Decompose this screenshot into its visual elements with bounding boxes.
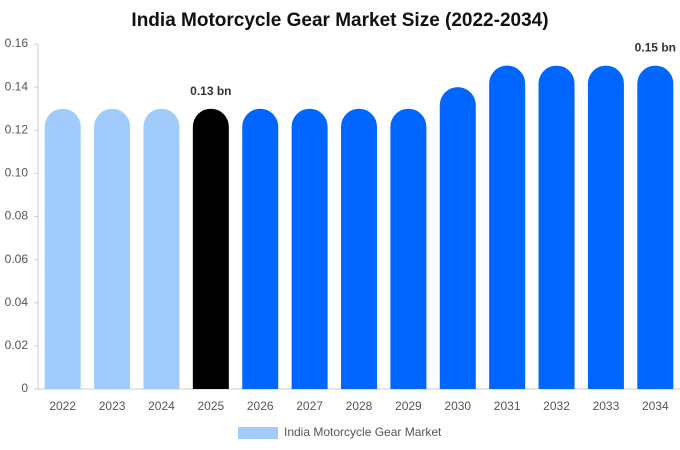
x-tick-label: 2028 [346, 399, 373, 413]
bar [390, 108, 427, 389]
bar [439, 87, 476, 389]
bar [44, 108, 81, 389]
x-tick-label: 2022 [49, 399, 76, 413]
y-tick-label: 0.06 [5, 252, 29, 266]
bar [143, 108, 180, 389]
x-tick-label: 2034 [642, 399, 669, 413]
x-tick-label: 2026 [247, 399, 274, 413]
y-tick-label: 0.16 [5, 36, 29, 50]
y-tick-label: 0.02 [5, 338, 29, 352]
x-tick-label: 2030 [444, 399, 471, 413]
y-tick-label: 0.12 [5, 122, 29, 136]
bar [587, 65, 624, 389]
legend-label: India Motorcycle Gear Market [284, 425, 442, 439]
bar [489, 65, 526, 390]
x-tick-label: 2027 [296, 399, 323, 413]
y-tick-label: 0.04 [5, 295, 29, 309]
x-tick-label: 2033 [593, 399, 620, 413]
y-tick-label: 0.14 [5, 79, 29, 93]
x-tick-label: 2029 [395, 399, 422, 413]
bar [291, 108, 328, 389]
bar [637, 65, 674, 389]
y-tick-label: 0 [21, 381, 28, 395]
y-tick-label: 0.10 [5, 166, 29, 180]
bar [242, 108, 279, 389]
x-tick-label: 2025 [197, 399, 224, 413]
data-label: 0.13 bn [190, 84, 231, 98]
y-tick-label: 0.08 [5, 209, 29, 223]
x-tick-label: 2024 [148, 399, 175, 413]
x-tick-label: 2031 [494, 399, 521, 413]
legend-swatch [238, 427, 278, 439]
bar [94, 108, 131, 389]
chart-title: India Motorcycle Gear Market Size (2022-… [131, 10, 548, 31]
bar [341, 108, 377, 389]
x-tick-label: 2032 [543, 399, 570, 413]
data-label: 0.15 bn [635, 41, 676, 55]
bar [192, 108, 229, 389]
bar [538, 65, 575, 389]
x-tick-label: 2023 [99, 399, 126, 413]
